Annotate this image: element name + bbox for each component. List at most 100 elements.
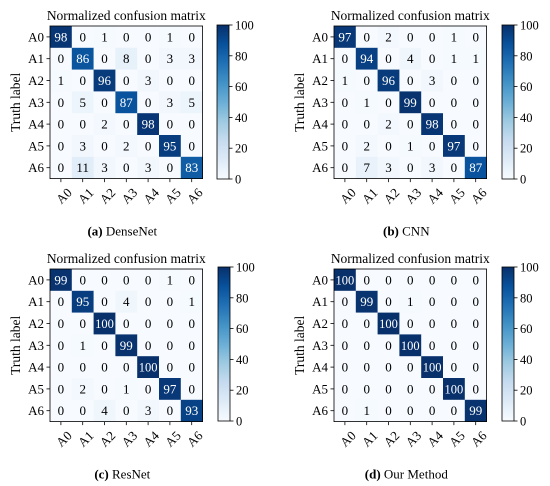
- colorbar: [501, 266, 515, 422]
- heatmap-cell: [137, 26, 160, 49]
- cell-value-label: 0: [101, 381, 108, 396]
- heatmap-cell: [115, 156, 138, 179]
- cell-value-label: 100: [336, 273, 355, 287]
- x-tick-label: A0: [53, 185, 75, 207]
- heatmap-cell: [421, 356, 444, 379]
- x-tick-label: A3: [402, 185, 424, 207]
- cell-value-label: 0: [58, 51, 65, 66]
- cell-value-label: 3: [101, 160, 108, 175]
- heatmap-cell: [50, 156, 73, 179]
- heatmap-cell: [334, 69, 357, 92]
- chart-title: Normalized confusion matrix: [47, 251, 206, 266]
- cell-value-label: 0: [145, 29, 152, 44]
- heatmap-cell: [421, 312, 444, 335]
- heatmap-cell: [71, 91, 94, 114]
- cell-value-label: 0: [342, 51, 349, 66]
- heatmap-cell: [443, 156, 466, 179]
- cell-value-label: 99: [120, 338, 133, 353]
- heatmap-cell: [421, 69, 444, 92]
- cell-value-label: 1: [79, 338, 86, 353]
- heatmap-cell: [443, 334, 466, 357]
- heatmap-cell: [399, 69, 422, 92]
- cell-value-label: 0: [167, 360, 174, 375]
- cell-value-label: 0: [429, 403, 436, 418]
- heatmap-cell: [180, 156, 203, 179]
- cell-value-label: 0: [79, 117, 86, 132]
- cell-value-label: 0: [385, 360, 392, 375]
- heatmap-cell: [421, 378, 444, 401]
- colorbar-tick-label: 40: [520, 111, 533, 125]
- cell-value-label: 4: [123, 294, 130, 309]
- heatmap-cell: [464, 290, 487, 313]
- heatmap-cell: [334, 135, 357, 158]
- cell-value-label: 0: [407, 381, 414, 396]
- heatmap-cell: [421, 135, 444, 158]
- x-tick-label: A2: [381, 185, 403, 207]
- y-tick-label: A0: [28, 272, 44, 287]
- cell-value-label: 3: [429, 73, 436, 88]
- cell-value-label: 0: [342, 381, 349, 396]
- y-tick-label: A3: [28, 338, 44, 353]
- cell-value-label: 0: [429, 138, 436, 153]
- heatmap-cell: [93, 356, 116, 379]
- heatmap-cell: [377, 356, 400, 379]
- y-axis-label: Truth label: [292, 72, 307, 131]
- cell-value-label: 0: [342, 95, 349, 110]
- y-tick-label: A1: [28, 294, 44, 309]
- x-tick-label: A6: [468, 185, 490, 207]
- cell-value-label: 0: [58, 138, 65, 153]
- y-tick-label: A1: [28, 51, 44, 66]
- colorbar-tick-label: 100: [236, 261, 255, 275]
- heatmap-cell: [464, 312, 487, 335]
- cell-value-label: 0: [407, 73, 414, 88]
- heatmap-cell: [421, 290, 444, 313]
- x-tick-label: A4: [140, 428, 162, 450]
- cell-value-label: 0: [123, 29, 130, 44]
- cell-value-label: 0: [188, 117, 195, 132]
- cell-value-label: 11: [76, 160, 89, 175]
- cell-value-label: 0: [407, 316, 414, 331]
- panel-caption: (d) Our Method: [365, 467, 449, 482]
- x-tick-label: A1: [359, 185, 381, 207]
- cell-value-label: 0: [58, 403, 65, 418]
- heatmap-cell: [377, 91, 400, 114]
- cell-value-label: 100: [139, 361, 158, 375]
- heatmap-cell: [71, 356, 94, 379]
- colorbar-tick-label: 100: [235, 19, 254, 33]
- y-tick-label: A2: [312, 316, 328, 331]
- cell-value-label: 2: [101, 117, 108, 132]
- colorbar-tick-label: 20: [520, 142, 533, 156]
- cell-value-label: 0: [342, 138, 349, 153]
- cell-value-label: 0: [58, 360, 65, 375]
- x-tick-label: A3: [118, 185, 140, 207]
- heatmap-cell: [421, 91, 444, 114]
- heatmap-cell: [180, 91, 203, 114]
- colorbar: [217, 266, 231, 422]
- heatmap-cell: [355, 334, 378, 357]
- heatmap-cell: [93, 91, 116, 114]
- heatmap-cell: [93, 312, 116, 335]
- cell-value-label: 1: [407, 294, 414, 309]
- x-tick-label: A2: [381, 428, 403, 450]
- heatmap-cell: [159, 135, 182, 158]
- cell-value-label: 0: [407, 29, 414, 44]
- colorbar-tick-label: 20: [236, 384, 249, 398]
- heatmap-cell: [159, 334, 182, 357]
- heatmap-cell: [71, 290, 94, 313]
- cell-value-label: 0: [472, 381, 479, 396]
- colorbar-tick-label: 80: [235, 49, 248, 63]
- x-tick-label: A2: [97, 428, 119, 450]
- heatmap-cell: [377, 378, 400, 401]
- cell-value-label: 0: [451, 117, 458, 132]
- cell-value-label: 0: [472, 294, 479, 309]
- heatmap-cell: [71, 113, 94, 136]
- heatmap-cell: [464, 356, 487, 379]
- y-tick-label: A4: [312, 117, 328, 132]
- colorbar-tick-label: 80: [520, 291, 533, 305]
- heatmap-cell: [50, 312, 73, 335]
- cell-value-label: 1: [407, 138, 414, 153]
- cell-value-label: 0: [123, 360, 130, 375]
- y-tick-label: A2: [28, 316, 44, 331]
